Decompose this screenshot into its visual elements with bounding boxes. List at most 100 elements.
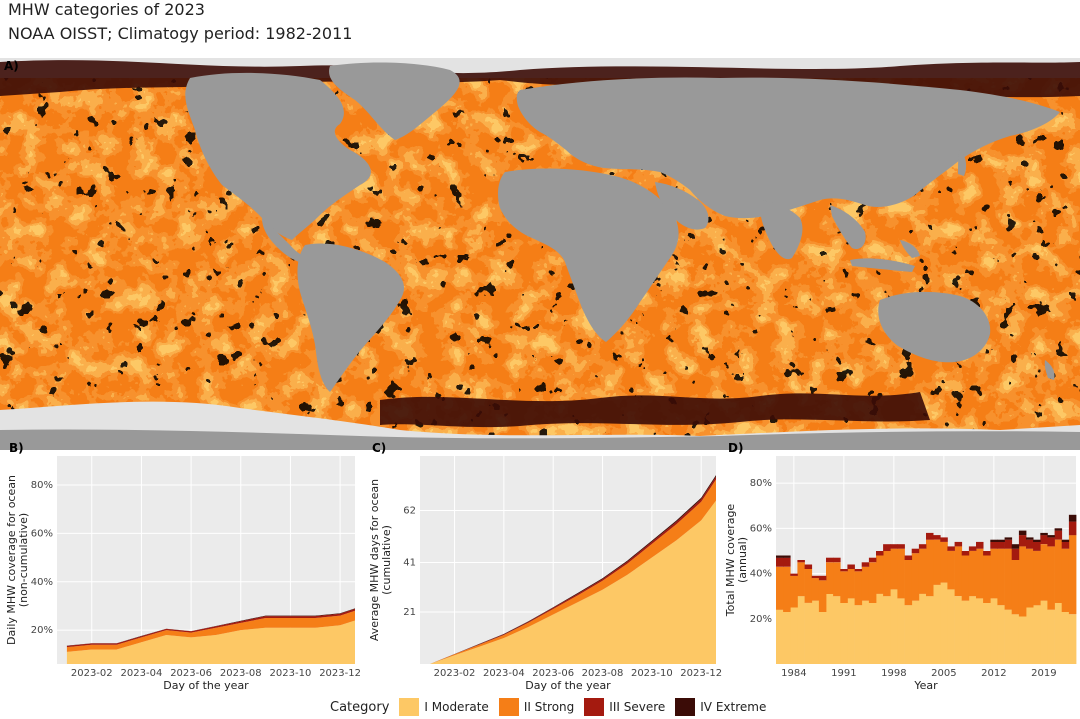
panel-d-bar-iv-extreme xyxy=(997,539,1005,542)
panel-d-bar-i-moderate xyxy=(804,603,813,664)
panel-d-bar-i-moderate xyxy=(868,603,877,664)
panel-d-bar-iii-severe xyxy=(861,562,870,567)
panel-c-y-tick-label: 21 xyxy=(403,607,416,618)
panel-d-bar-iii-severe xyxy=(968,546,977,551)
panel-d-bar-iv-extreme xyxy=(1018,530,1027,536)
panel-d-bar-ii-strong xyxy=(1068,535,1077,615)
legend-item-extreme: IV Extreme xyxy=(675,698,766,716)
panel-d-label: D) xyxy=(728,441,743,455)
panel-c-x-tick-label: 2023-06 xyxy=(532,668,574,679)
panel-d-bar-iii-severe xyxy=(840,569,848,572)
panel-d-bar-iii-severe xyxy=(776,557,784,567)
panel-d-bar-i-moderate xyxy=(1004,609,1013,664)
panel-d-bar-iii-severe xyxy=(954,541,963,547)
panel-d-bar-ii-strong xyxy=(797,562,805,597)
panel-d-bar-iii-severe xyxy=(890,544,898,549)
panel-d-bar-iii-severe xyxy=(1004,539,1013,549)
panel-b-y-tick-label: 20% xyxy=(31,625,53,636)
panel-c-x-tick-label: 2023-10 xyxy=(631,668,673,679)
panel-b: B) 20% 40% 60% 80% 2023-02 2023-04 2023-06 2023-… xyxy=(5,441,361,692)
panel-d-bar-i-moderate xyxy=(840,603,848,664)
panel-b-x-tick-label: 2023-04 xyxy=(121,668,163,679)
panel-d-bar-iii-severe xyxy=(897,544,905,549)
panel-d-bar-ii-strong xyxy=(1047,546,1055,610)
panel-d-x-tick-label: 1991 xyxy=(831,668,856,679)
panel-d-bar-i-moderate xyxy=(1026,607,1034,664)
panel-d-bar-ii-strong xyxy=(947,551,955,590)
panel-d-bar-ii-strong xyxy=(983,555,991,603)
panel-c-x-tick-label: 2023-08 xyxy=(582,668,624,679)
panel-b-x-tick-label: 2023-10 xyxy=(270,668,312,679)
panel-b-area-ii-strong xyxy=(66,610,356,652)
panel-d-bar-i-moderate xyxy=(783,612,791,664)
panel-d-y-tick-label: 60% xyxy=(750,523,772,534)
panel-d-bar-ii-strong xyxy=(997,548,1005,606)
panel-d-bar-i-moderate xyxy=(911,600,920,664)
panel-d-bar-i-moderate xyxy=(947,589,955,664)
panel-d-bar-i-moderate xyxy=(918,593,927,664)
panel-d-bar-iii-severe xyxy=(783,557,791,567)
panel-d-bar-i-moderate xyxy=(1011,614,1020,664)
panel-d-bar-iii-severe xyxy=(826,557,834,563)
panel-d-bar-ii-strong xyxy=(897,548,905,599)
panel-d-x-axis-title: Year xyxy=(913,679,938,692)
panel-d-y-axis-title-line: (annual) xyxy=(736,537,749,583)
panel-d-bar-ii-strong xyxy=(883,551,891,597)
panel-d-bar-iii-severe xyxy=(983,551,991,556)
panel-c-label: C) xyxy=(372,441,386,455)
panel-d-bar-i-moderate xyxy=(876,593,884,664)
panel-d-bar-iii-severe xyxy=(811,575,820,579)
panel-d-y-tick-label: 40% xyxy=(750,569,772,580)
panel-d-bar-iii-severe xyxy=(883,544,891,551)
panel-d-bar-i-moderate xyxy=(776,609,784,664)
panel-d-bar-i-moderate xyxy=(818,612,827,664)
panel-d-bar-i-moderate xyxy=(1018,616,1027,664)
panel-d-bar-iii-severe xyxy=(976,541,984,549)
panel-d-bar-ii-strong xyxy=(933,539,941,585)
panel-d-bar-ii-strong xyxy=(876,555,884,594)
panel-b-area-iii-severe xyxy=(66,608,356,648)
map-southern-extreme-band xyxy=(380,392,930,428)
panel-d-bar-i-moderate xyxy=(897,598,905,664)
legend-label-moderate: I Moderate xyxy=(424,700,489,714)
panel-b-x-axis-title: Day of the year xyxy=(163,679,249,692)
panel-d-bar-iv-extreme xyxy=(990,539,998,542)
panel-d-bar-ii-strong xyxy=(840,571,848,603)
panel-d-bar-i-moderate xyxy=(968,596,977,664)
panel-d-bar-iv-extreme xyxy=(776,555,784,558)
panel-b-x-tick-label: 2023-06 xyxy=(170,668,212,679)
panel-c-y-tick-label: 62 xyxy=(403,505,416,516)
panel-d-bar-ii-strong xyxy=(1011,560,1020,615)
panel-d-bar-iii-severe xyxy=(1018,535,1027,547)
panel-d-bar-iii-severe xyxy=(1026,539,1034,549)
panel-d-bar-ii-strong xyxy=(868,562,877,603)
panel-d-bar-iii-severe xyxy=(833,557,841,563)
panel-d-bar-i-moderate xyxy=(854,605,863,664)
panel-d-bar-iii-severe xyxy=(911,548,920,554)
panel-d-bar-ii-strong xyxy=(940,541,948,583)
legend: Category I Moderate II Strong III Severe… xyxy=(330,696,776,718)
panel-d-y-axis-title: Total MHW coverage(annual) xyxy=(724,504,749,618)
panel-d-bar-i-moderate xyxy=(890,589,898,664)
panel-d-bar-i-moderate xyxy=(954,596,963,664)
panel-d-bar-iii-severe xyxy=(1068,521,1077,536)
legend-title: Category xyxy=(330,699,390,715)
panel-d-bar-iii-severe xyxy=(1054,530,1063,540)
panel-a-map: A) xyxy=(0,58,1080,450)
panel-b-y-axis-title-line: (non-cumulative) xyxy=(17,513,30,607)
panel-b-y-tick-label: 40% xyxy=(31,577,53,588)
panel-d-bar-iii-severe xyxy=(804,564,813,569)
panel-d-bar-i-moderate xyxy=(790,607,798,664)
panel-d-bar-iii-severe xyxy=(854,569,863,572)
panel-a-label: A) xyxy=(4,59,19,73)
panel-b-label: B) xyxy=(9,441,24,455)
panel-d-bar-iii-severe xyxy=(1047,537,1055,547)
panel-d-bar-i-moderate xyxy=(976,598,984,664)
panel-d-bar-ii-strong xyxy=(818,580,827,612)
panel-c-y-tick-label: 41 xyxy=(403,557,416,568)
panel-d-bar-i-moderate xyxy=(833,596,841,664)
panel-d-bar-ii-strong xyxy=(890,548,898,590)
panel-d-bar-i-moderate xyxy=(861,600,870,664)
panel-b-x-tick-label: 2023-08 xyxy=(220,668,262,679)
panel-d-bar-ii-strong xyxy=(790,575,798,608)
